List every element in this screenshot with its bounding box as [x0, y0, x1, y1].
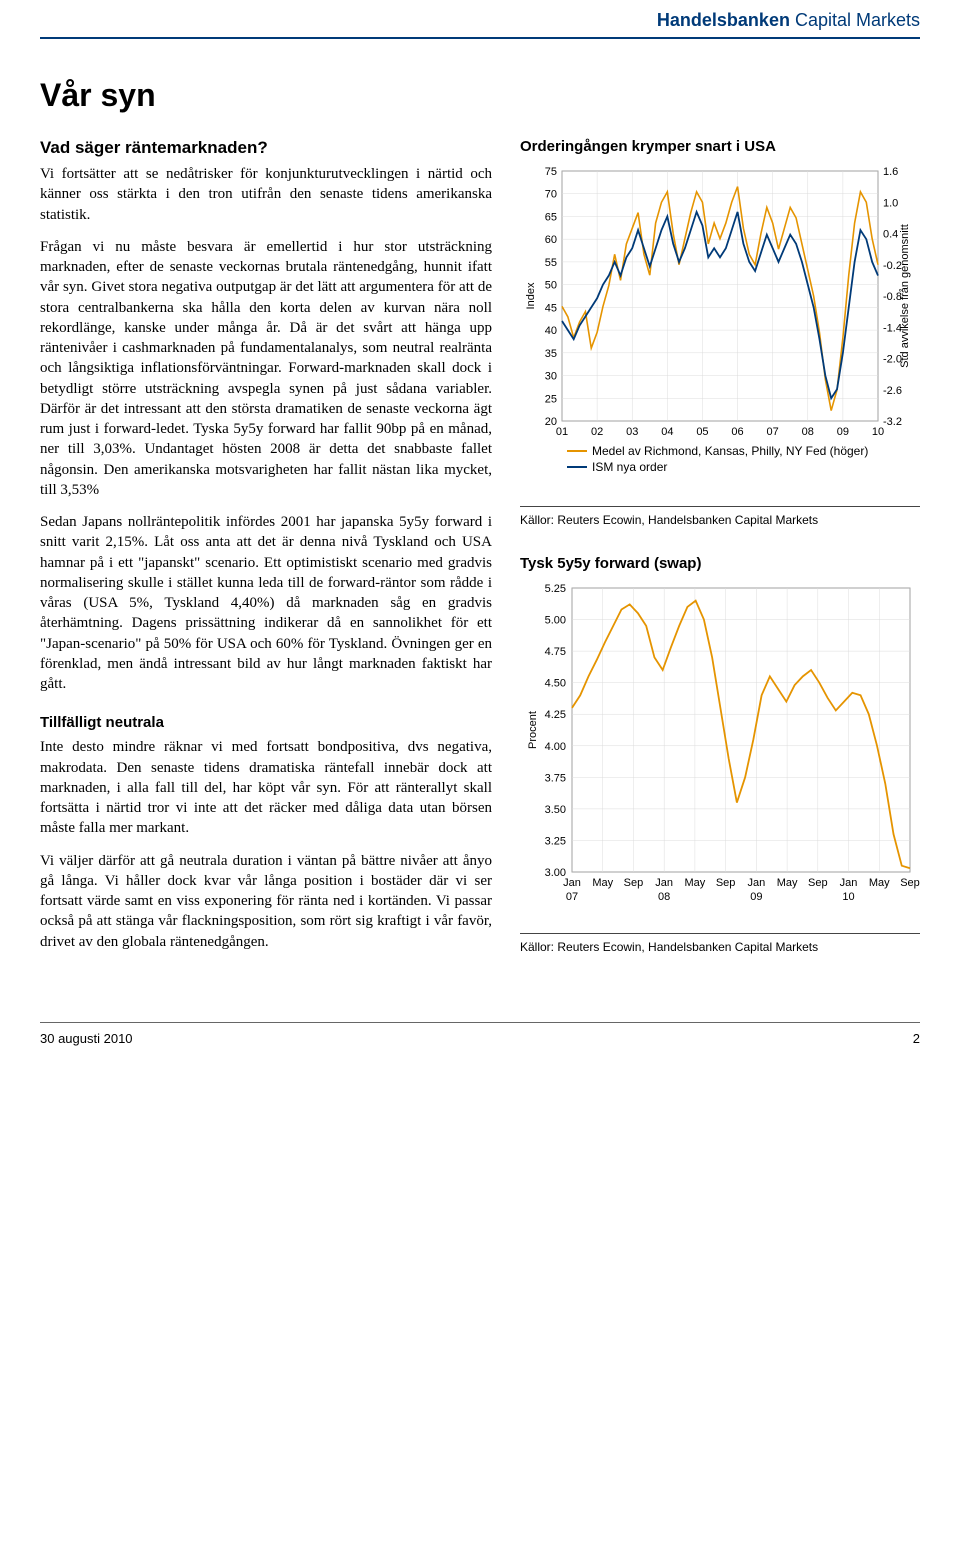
top-brand-bar: Handelsbanken Capital Markets — [40, 0, 920, 39]
page-footer: 30 augusti 2010 2 — [40, 1022, 920, 1046]
svg-text:60: 60 — [545, 234, 557, 246]
svg-text:Std avvikelse från genomsnitt: Std avvikelse från genomsnitt — [899, 224, 911, 368]
svg-text:10: 10 — [872, 426, 884, 438]
svg-text:09: 09 — [750, 891, 762, 903]
svg-text:35: 35 — [545, 348, 557, 360]
chart-5y5y-forward: 3.003.253.503.754.004.254.504.755.005.25… — [520, 578, 920, 923]
section-heading: Vad säger räntemarknaden? — [40, 138, 492, 158]
svg-text:05: 05 — [696, 426, 708, 438]
svg-text:-2.6: -2.6 — [883, 385, 902, 397]
svg-text:45: 45 — [545, 302, 557, 314]
svg-text:10: 10 — [842, 891, 854, 903]
chart-svg: 202530354045505560657075-3.2-2.6-2.0-1.4… — [520, 161, 920, 491]
svg-text:03: 03 — [626, 426, 638, 438]
svg-text:02: 02 — [591, 426, 603, 438]
svg-text:01: 01 — [556, 426, 568, 438]
svg-text:Index: Index — [525, 282, 537, 309]
body-paragraph: Frågan vi nu måste besvara är emellertid… — [40, 237, 492, 500]
svg-text:-3.2: -3.2 — [883, 416, 902, 428]
svg-text:70: 70 — [545, 189, 557, 201]
svg-text:3.75: 3.75 — [545, 772, 566, 784]
svg-text:Sep: Sep — [624, 877, 644, 889]
svg-text:May: May — [777, 877, 798, 889]
svg-text:May: May — [685, 877, 706, 889]
svg-text:30: 30 — [545, 371, 557, 383]
brand-strong: Handelsbanken — [657, 10, 790, 30]
body-paragraph: Inte desto mindre räknar vi med fortsatt… — [40, 737, 492, 838]
chart-svg: 3.003.253.503.754.004.254.504.755.005.25… — [520, 578, 920, 918]
svg-text:65: 65 — [545, 211, 557, 223]
chart-title: Tysk 5y5y forward (swap) — [520, 555, 920, 572]
svg-text:May: May — [592, 877, 613, 889]
page-title: Vår syn — [40, 77, 920, 114]
body-paragraph: Vi fortsätter att se nedåtrisker för kon… — [40, 164, 492, 225]
section-heading: Tillfälligt neutrala — [40, 714, 492, 731]
svg-text:08: 08 — [658, 891, 670, 903]
svg-text:0.4: 0.4 — [883, 229, 898, 241]
svg-text:Jan: Jan — [840, 877, 858, 889]
svg-text:55: 55 — [545, 257, 557, 269]
svg-text:Sep: Sep — [716, 877, 736, 889]
svg-text:75: 75 — [545, 166, 557, 178]
chart-caption: Källor: Reuters Ecowin, Handelsbanken Ca… — [520, 506, 920, 527]
charts-column: Orderingången krymper snart i USA 202530… — [520, 138, 920, 982]
brand-light: Capital Markets — [790, 10, 920, 30]
svg-text:3.25: 3.25 — [545, 835, 566, 847]
svg-text:50: 50 — [545, 280, 557, 292]
chart-order-intake: 202530354045505560657075-3.2-2.6-2.0-1.4… — [520, 161, 920, 496]
svg-text:40: 40 — [545, 325, 557, 337]
text-column: Vad säger räntemarknaden? Vi fortsätter … — [40, 138, 492, 982]
svg-text:4.50: 4.50 — [545, 678, 566, 690]
svg-text:4.75: 4.75 — [545, 646, 566, 658]
footer-date: 30 augusti 2010 — [40, 1031, 133, 1046]
svg-text:1.0: 1.0 — [883, 197, 898, 209]
svg-text:5.00: 5.00 — [545, 615, 566, 627]
svg-text:Jan: Jan — [655, 877, 673, 889]
footer-page-number: 2 — [913, 1031, 920, 1046]
svg-text:5.25: 5.25 — [545, 583, 566, 595]
chart-title: Orderingången krymper snart i USA — [520, 138, 920, 155]
svg-text:ISM nya order: ISM nya order — [592, 460, 667, 474]
svg-text:Sep: Sep — [808, 877, 828, 889]
svg-text:4.25: 4.25 — [545, 709, 566, 721]
svg-text:May: May — [869, 877, 890, 889]
svg-text:09: 09 — [837, 426, 849, 438]
svg-text:1.6: 1.6 — [883, 166, 898, 178]
chart-caption: Källor: Reuters Ecowin, Handelsbanken Ca… — [520, 933, 920, 954]
svg-text:Jan: Jan — [747, 877, 765, 889]
svg-text:4.00: 4.00 — [545, 741, 566, 753]
svg-text:Jan: Jan — [563, 877, 581, 889]
svg-text:25: 25 — [545, 393, 557, 405]
svg-text:Sep: Sep — [900, 877, 920, 889]
svg-text:07: 07 — [767, 426, 779, 438]
svg-text:06: 06 — [731, 426, 743, 438]
svg-text:Medel av Richmond, Kansas, Phi: Medel av Richmond, Kansas, Philly, NY Fe… — [592, 444, 868, 458]
svg-text:07: 07 — [566, 891, 578, 903]
svg-text:3.50: 3.50 — [545, 804, 566, 816]
svg-text:04: 04 — [661, 426, 673, 438]
svg-text:Procent: Procent — [527, 711, 539, 749]
body-paragraph: Sedan Japans nollräntepolitik infördes 2… — [40, 512, 492, 694]
body-paragraph: Vi väljer därför att gå neutrala duratio… — [40, 851, 492, 952]
svg-text:08: 08 — [802, 426, 814, 438]
